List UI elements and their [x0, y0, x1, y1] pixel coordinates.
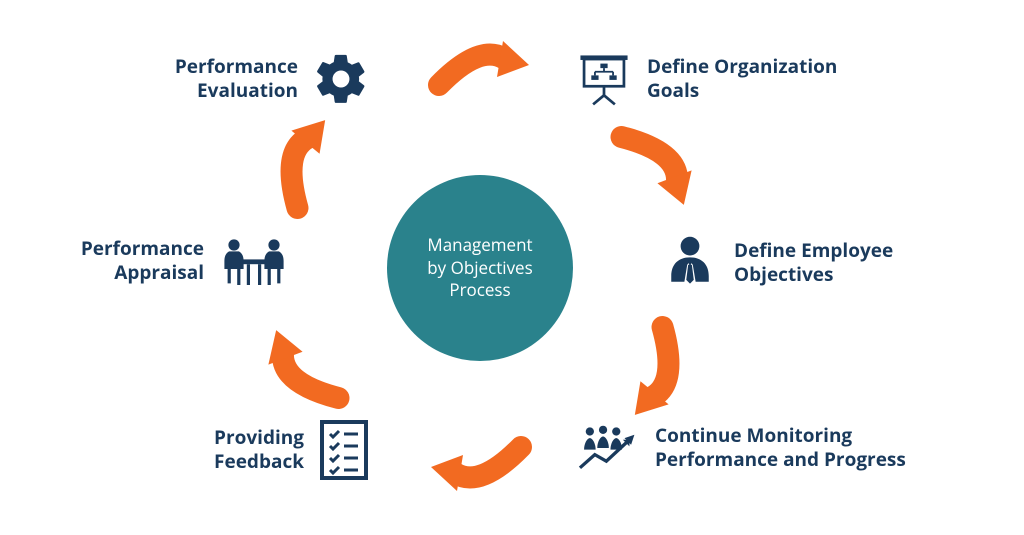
cycle-arrow [247, 305, 363, 435]
gear-icon [312, 50, 370, 108]
node-performance-evaluation: Performance Evaluation [175, 50, 370, 108]
center-title: Management by Objectives Process [427, 234, 532, 303]
cycle-arrow [247, 100, 363, 230]
node-performance-appraisal: Performance Appraisal [81, 233, 290, 289]
meeting-icon [218, 233, 290, 289]
cycle-arrow [597, 305, 713, 435]
node-providing-feedback: Providing Feedback [214, 418, 370, 482]
checklist-icon [318, 418, 370, 482]
businessperson-icon [660, 233, 720, 293]
node-label: Define Employee Objectives [734, 239, 893, 287]
gear-icon [312, 50, 370, 108]
cycle-arrow [425, 427, 535, 497]
node-define-org-goals: Define Organization Goals [575, 50, 837, 108]
checklist-icon [318, 418, 370, 482]
node-continue-monitoring: Continue Monitoring Performance and Prog… [575, 418, 906, 478]
center-circle: Management by Objectives Process [387, 175, 573, 361]
node-label: Providing Feedback [214, 426, 304, 474]
cycle-arrow [597, 100, 713, 230]
node-label: Performance Evaluation [175, 55, 298, 103]
presentation-board-icon [575, 50, 633, 108]
people-growth-icon [575, 418, 641, 478]
meeting-icon [218, 233, 290, 289]
cycle-arrow [425, 35, 535, 105]
businessperson-icon [660, 233, 720, 293]
people-growth-icon [575, 418, 641, 478]
node-label: Define Organization Goals [647, 55, 837, 103]
presentation-board-icon [575, 50, 633, 108]
node-label: Performance Appraisal [81, 237, 204, 285]
node-label: Continue Monitoring Performance and Prog… [655, 424, 906, 472]
node-define-employee-objectives: Define Employee Objectives [660, 233, 893, 293]
